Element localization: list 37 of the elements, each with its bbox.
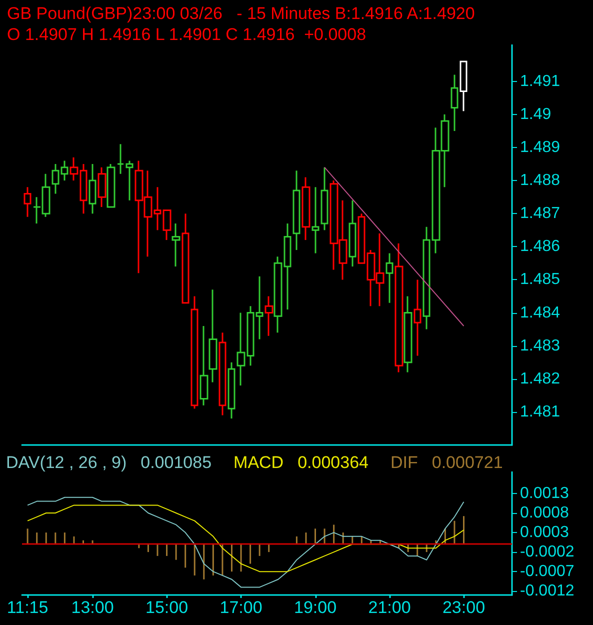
x-tick-label: 15:00	[146, 598, 188, 617]
y-tick-label: -0.0012	[520, 582, 574, 600]
line-series	[27, 496, 464, 588]
chart-subtitle: O 1.4907 H 1.4916 L 1.4901 C 1.4916 +0.0008	[7, 25, 366, 44]
y-tick-label: -0.0007	[520, 563, 574, 580]
y-tick-label: 1.481	[520, 403, 560, 420]
y-tick-label: 1.488	[520, 172, 560, 190]
x-tick-label: 23:00	[442, 598, 486, 617]
y-tick-label: 0.0013	[520, 484, 570, 502]
x-tick-label: 11:15	[6, 598, 48, 617]
y-tick-label: 1.482	[520, 370, 560, 388]
y-tick-label: 0.0008	[520, 504, 570, 522]
line-series	[27, 504, 464, 572]
text: 0.000721	[432, 453, 503, 472]
x-tick-label: 17:00	[220, 598, 262, 617]
y-tick-label: 1.49	[520, 106, 552, 123]
x-tick-label: 21:00	[368, 598, 411, 617]
y-tick-label: 1.483	[520, 337, 560, 354]
y-tick-label: -0.0002	[520, 544, 574, 561]
candlestick	[116, 143, 124, 175]
y-tick-label: 1.484	[520, 304, 560, 322]
y-tick-label: 1.489	[520, 138, 560, 156]
text: MACD	[234, 453, 284, 472]
x-tick-label: 19:00	[294, 598, 337, 617]
text: 0.000364	[298, 453, 368, 472]
chart-title: GB Pound(GBP)23:00 03/26 - 15 Minutes B:1.4916 A:1.4920	[7, 4, 475, 23]
series-label: DAV(12 , 26 , 9)	[6, 453, 127, 472]
text: 0.001085	[140, 453, 212, 472]
y-tick-label: 1.485	[520, 271, 560, 288]
candlestick	[126, 160, 134, 202]
y-tick-label: 1.486	[520, 238, 560, 256]
text: DIF	[390, 453, 418, 472]
candlestick	[24, 186, 32, 218]
y-tick-label: 1.491	[520, 72, 560, 90]
y-tick-label: 0.0003	[520, 524, 570, 542]
y-tick-label: 1.487	[520, 205, 560, 222]
x-tick-label: 13:00	[71, 598, 114, 617]
